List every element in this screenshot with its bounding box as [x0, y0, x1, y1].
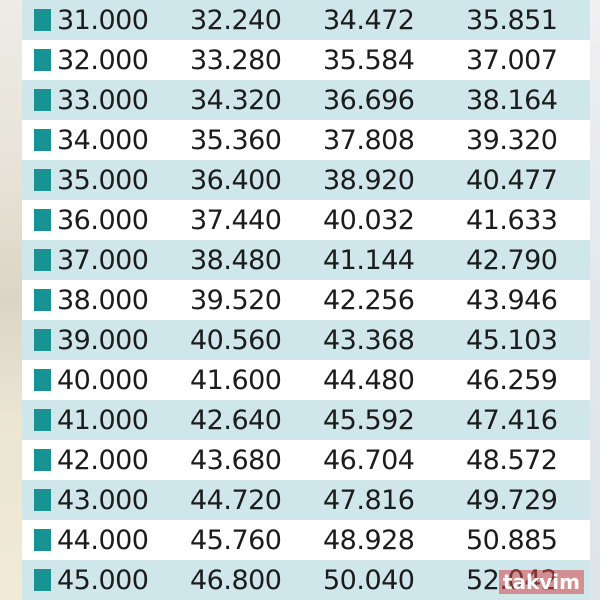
square-bullet-icon — [34, 449, 51, 471]
background-photo-right — [588, 0, 600, 600]
table-row: 31.000 32.240 34.472 35.851 — [22, 0, 590, 40]
table-cell-c0: 45.000 — [57, 564, 149, 596]
table-cell-c2: 38.920 — [323, 164, 415, 196]
table-row: 35.000 36.400 38.920 40.477 — [22, 160, 590, 200]
square-bullet-icon — [34, 49, 51, 71]
table-cell-c2: 41.144 — [323, 244, 415, 276]
square-bullet-icon — [34, 129, 51, 151]
table-cell-c2: 37.808 — [323, 124, 415, 156]
table-cell-c1: 36.400 — [190, 164, 282, 196]
table-cell-c3: 37.007 — [466, 44, 558, 76]
table-cell-c2: 50.040 — [323, 564, 415, 596]
table-row: 37.000 38.480 41.144 42.790 — [22, 240, 590, 280]
table-cell-c0: 34.000 — [57, 124, 149, 156]
table-cell-c1: 35.360 — [190, 124, 282, 156]
table-cell-c3: 47.416 — [466, 404, 558, 436]
table-row: 40.000 41.600 44.480 46.259 — [22, 360, 590, 400]
table-cell-c0: 44.000 — [57, 524, 149, 556]
table-cell-c3: 48.572 — [466, 444, 558, 476]
table-row: 44.000 45.760 48.928 50.885 — [22, 520, 590, 560]
table-cell-c3: 42.790 — [466, 244, 558, 276]
table-cell-c0: 36.000 — [57, 204, 149, 236]
table-row: 41.000 42.640 45.592 47.416 — [22, 400, 590, 440]
square-bullet-icon — [34, 289, 51, 311]
table-cell-c3: 39.320 — [466, 124, 558, 156]
table-cell-c3: 40.477 — [466, 164, 558, 196]
table-cell-c3: 50.885 — [466, 524, 558, 556]
background-photo-left — [0, 0, 22, 600]
table-cell-c1: 45.760 — [190, 524, 282, 556]
salary-table: 31.000 32.240 34.472 35.851 32.000 33.280 35.5… — [22, 0, 590, 600]
table-cell-c3: 45.103 — [466, 324, 558, 356]
table-cell-c3: 35.851 — [466, 4, 558, 36]
table-cell-c1: 40.560 — [190, 324, 282, 356]
watermark-logo: takvim — [498, 570, 584, 594]
table-cell-c2: 48.928 — [323, 524, 415, 556]
table-cell-c1: 43.680 — [190, 444, 282, 476]
table-cell-c1: 46.800 — [190, 564, 282, 596]
table-row: 33.000 34.320 36.696 38.164 — [22, 80, 590, 120]
table-cell-c3: 49.729 — [466, 484, 558, 516]
table-cell-c1: 37.440 — [190, 204, 282, 236]
square-bullet-icon — [34, 369, 51, 391]
table-cell-c3: 41.633 — [466, 204, 558, 236]
table-row: 36.000 37.440 40.032 41.633 — [22, 200, 590, 240]
table-cell-c3: 43.946 — [466, 284, 558, 316]
table-row: 43.000 44.720 47.816 49.729 — [22, 480, 590, 520]
square-bullet-icon — [34, 249, 51, 271]
table-cell-c2: 44.480 — [323, 364, 415, 396]
table-cell-c1: 39.520 — [190, 284, 282, 316]
table-cell-c0: 38.000 — [57, 284, 149, 316]
square-bullet-icon — [34, 209, 51, 231]
table-cell-c0: 37.000 — [57, 244, 149, 276]
table-cell-c1: 44.720 — [190, 484, 282, 516]
table-cell-c2: 42.256 — [323, 284, 415, 316]
table-cell-c2: 36.696 — [323, 84, 415, 116]
table-cell-c0: 39.000 — [57, 324, 149, 356]
square-bullet-icon — [34, 9, 51, 31]
square-bullet-icon — [34, 89, 51, 111]
table-row: 42.000 43.680 46.704 48.572 — [22, 440, 590, 480]
table-cell-c1: 34.320 — [190, 84, 282, 116]
table-cell-c2: 43.368 — [323, 324, 415, 356]
square-bullet-icon — [34, 489, 51, 511]
table-cell-c0: 40.000 — [57, 364, 149, 396]
table-cell-c0: 43.000 — [57, 484, 149, 516]
table-cell-c2: 46.704 — [323, 444, 415, 476]
square-bullet-icon — [34, 329, 51, 351]
square-bullet-icon — [34, 409, 51, 431]
table-cell-c0: 31.000 — [57, 4, 149, 36]
table-cell-c2: 40.032 — [323, 204, 415, 236]
table-cell-c0: 33.000 — [57, 84, 149, 116]
table-row: 32.000 33.280 35.584 37.007 — [22, 40, 590, 80]
square-bullet-icon — [34, 529, 51, 551]
table-cell-c0: 41.000 — [57, 404, 149, 436]
table-row: 39.000 40.560 43.368 45.103 — [22, 320, 590, 360]
table-cell-c2: 34.472 — [323, 4, 415, 36]
square-bullet-icon — [34, 169, 51, 191]
table-cell-c2: 45.592 — [323, 404, 415, 436]
table-cell-c1: 32.240 — [190, 4, 282, 36]
table-cell-c3: 38.164 — [466, 84, 558, 116]
table-cell-c3: 46.259 — [466, 364, 558, 396]
table-cell-c0: 35.000 — [57, 164, 149, 196]
table-cell-c0: 42.000 — [57, 444, 149, 476]
table-cell-c1: 33.280 — [190, 44, 282, 76]
square-bullet-icon — [34, 569, 51, 591]
table-cell-c1: 38.480 — [190, 244, 282, 276]
table-cell-c1: 41.600 — [190, 364, 282, 396]
table-row: 34.000 35.360 37.808 39.320 — [22, 120, 590, 160]
table-cell-c2: 35.584 — [323, 44, 415, 76]
table-cell-c2: 47.816 — [323, 484, 415, 516]
table-row: 38.000 39.520 42.256 43.946 — [22, 280, 590, 320]
table-cell-c0: 32.000 — [57, 44, 149, 76]
table-cell-c1: 42.640 — [190, 404, 282, 436]
